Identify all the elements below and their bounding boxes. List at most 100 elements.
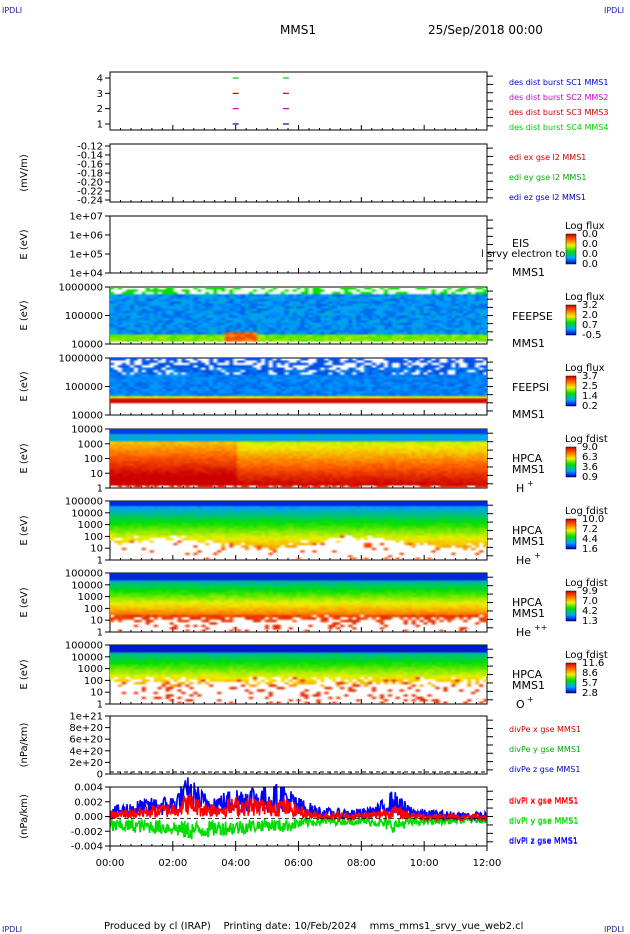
colorbar-tick-label: 9.0 (582, 442, 598, 453)
ytick-label: 10 (90, 688, 103, 699)
panel-ylabel-2: E (eV) (19, 229, 30, 259)
panels: 1 2 3 4 des dist burst SC1 MMS1 des dist burs… (19, 71, 608, 853)
time-tick-label: 08:00 (347, 858, 376, 869)
colorbar-title-6: Log fdist (565, 506, 608, 517)
colorbar-tick-label: -0.5 (582, 330, 602, 341)
series-line-0 (109, 793, 488, 823)
colorbar-5 (565, 446, 577, 478)
species-label: H (516, 482, 524, 495)
ytick-label: 1 (97, 700, 103, 711)
time-tick-label: 12:00 (473, 858, 502, 869)
colorbar-tick-label: 10.0 (582, 514, 604, 525)
legend-entry: divPi z gse MMS1 (509, 837, 578, 846)
colorbar-tick-label: 0.7 (582, 320, 598, 331)
species-charge: ++ (534, 623, 547, 632)
colorbar-tick-label: 1.3 (582, 616, 598, 627)
ytick-label: 6e+20 (69, 735, 103, 746)
ytick-label: 100 (84, 604, 103, 615)
colorbar-4 (565, 375, 577, 407)
panel-ylabel-3: E (eV) (19, 300, 30, 330)
legend-entry: divPi z gse MMS1 (509, 836, 578, 845)
ytick-label: 10000 (71, 340, 103, 351)
colorbar-title-8: Log fdist (565, 650, 608, 661)
legend-entry: divPi y gse MMS1 (509, 816, 578, 825)
ytick-label: 100 (84, 532, 103, 543)
spacecraft-label: MMS1 (512, 535, 545, 548)
panel-3: E (eV) 1000000 100000 10000 FEEPSE MMS1 Log fl… (19, 283, 605, 351)
ytick-label: 2 (97, 104, 103, 115)
colorbar-tick-label: 1.4 (582, 391, 598, 402)
time-axis: 00:00 02:00 04:00 06:00 08:00 10:00 12:00 (96, 846, 502, 869)
ytick-label: -0.18 (77, 169, 103, 180)
spacecraft-label: MMS1 (512, 266, 545, 279)
spectrogram-image-5 (110, 429, 487, 488)
ytick-label: 0.002 (74, 797, 103, 808)
ytick-label: 0.004 (74, 783, 103, 794)
colorbar-tick-label: 2.0 (582, 310, 598, 321)
colorbar-tick-label: 1.6 (582, 544, 598, 555)
ytick-label: 1 (97, 120, 103, 131)
panel-frame-0 (109, 71, 488, 131)
corner-label-top-left: IPDLI (2, 6, 22, 15)
spectrogram-image-7 (110, 573, 487, 632)
ytick-label: -0.14 (77, 151, 103, 162)
colorbar-tick-label: 0.0 (582, 229, 598, 240)
ytick-label: 8e+20 (69, 723, 103, 734)
ytick-label: 1000 (78, 592, 103, 603)
legend-entry: divPe x gse MMS1 (509, 725, 581, 734)
instrument-label: FEEPSE (512, 310, 553, 323)
ytick-label: -0.24 (77, 196, 103, 207)
species-label: He (516, 554, 531, 567)
panel-ylabel-9: (nPa/km) (19, 723, 30, 768)
panel-frame-2 (109, 215, 488, 274)
panel-frame-1 (109, 143, 488, 203)
ytick-label: -0.004 (71, 842, 103, 853)
ytick-label: 1 (97, 556, 103, 567)
time-tick-label: 06:00 (284, 858, 313, 869)
ytick-label: -0.20 (77, 178, 103, 189)
colorbar-tick-label: 5.7 (582, 678, 598, 689)
species-charge: + (527, 695, 534, 704)
instrument-label: HPCA (512, 524, 543, 537)
colorbar-tick-label: 3.6 (582, 462, 598, 473)
spacecraft-label: MMS1 (512, 408, 545, 421)
colorbar-tick-label: 0.0 (582, 249, 598, 260)
colorbar-tick-label: 11.6 (582, 658, 604, 669)
ytick-label: 10000 (71, 652, 103, 663)
colorbar-title-7: Log fdist (565, 578, 608, 589)
ytick-label: -0.002 (71, 827, 103, 838)
instrument-label: HPCA (512, 452, 543, 465)
species-charge: + (534, 551, 541, 560)
legend-entry: edi ey gse l2 MMS1 (509, 173, 587, 182)
colorbar-3 (565, 304, 577, 336)
colorbar-tick-label: 6.3 (582, 452, 598, 463)
panel-2: E (eV) 1e+07 1e+06 1e+05 1e+04 EIS MMS1 l srvy … (19, 212, 605, 280)
corner-label-top-right: IPDLI (604, 6, 624, 15)
colorbar-tick-label: 0.0 (582, 239, 598, 250)
ytick-label: 100000 (65, 382, 103, 393)
colorbar-tick-label: 3.7 (582, 371, 598, 382)
panel-ylabel-1: (mV/m) (19, 154, 30, 192)
overlay-text: l srvy electron to (481, 249, 565, 260)
ytick-label: 1000 (78, 439, 103, 450)
ytick-label: 1e+04 (69, 269, 103, 280)
ytick-label: 100000 (65, 569, 103, 580)
ytick-label: 2e+20 (69, 758, 103, 769)
time-tick-label: 00:00 (96, 858, 125, 869)
time-tick-label: 02:00 (158, 858, 187, 869)
ytick-label: 1e+21 (69, 712, 103, 723)
colorbar-tick-label: 0.0 (582, 259, 598, 270)
legend-entry: edi ex gse l2 MMS1 (509, 153, 586, 162)
colorbar-tick-label: 8.6 (582, 668, 598, 679)
colorbar-tick-label: 7.2 (582, 524, 598, 535)
spectrogram-image-8 (110, 645, 487, 704)
instrument-label: EIS (512, 237, 529, 250)
ytick-label: -0.16 (77, 160, 103, 171)
instrument-label: HPCA (512, 596, 543, 609)
ytick-label: 10000 (71, 411, 103, 422)
